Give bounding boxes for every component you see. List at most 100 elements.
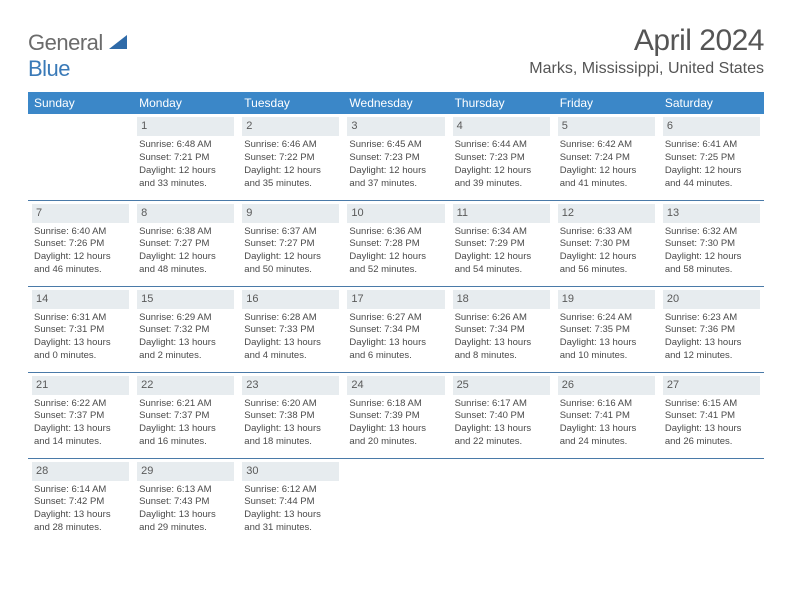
day-details: Sunrise: 6:38 AMSunset: 7:27 PMDaylight:…: [137, 226, 234, 277]
sunset-line: Sunset: 7:43 PM: [139, 496, 209, 507]
day-number: 13: [663, 204, 760, 223]
sunset-line: Sunset: 7:29 PM: [455, 238, 525, 249]
calendar-day-cell: 17 Sunrise: 6:27 AMSunset: 7:34 PMDayligh…: [343, 286, 448, 372]
logo-word-general: General: [28, 30, 103, 55]
day-number: 27: [663, 376, 760, 395]
logo-text: General Blue: [28, 30, 129, 82]
sunrise-line: Sunrise: 6:21 AM: [139, 398, 211, 409]
title-block: April 2024 Marks, Mississippi, United St…: [529, 24, 764, 78]
calendar-day-cell: 6Sunrise: 6:41 AMSunset: 7:25 PMDaylight…: [659, 114, 764, 200]
sunrise-line: Sunrise: 6:41 AM: [665, 139, 737, 150]
page-title: April 2024: [529, 24, 764, 58]
sunrise-line: Sunrise: 6:26 AM: [455, 312, 527, 323]
daylight-line: Daylight: 13 hours and 10 minutes.: [560, 337, 637, 361]
day-number: 25: [453, 376, 550, 395]
day-details: Sunrise: 6:26 AMSunset: 7:34 PMDaylight:…: [453, 312, 550, 363]
sunset-line: Sunset: 7:23 PM: [349, 152, 419, 163]
day-details: Sunrise: 6:12 AMSunset: 7:44 PMDaylight:…: [242, 484, 339, 535]
calendar-day-cell: 1Sunrise: 6:48 AMSunset: 7:21 PMDaylight…: [133, 114, 238, 200]
day-number: 24: [347, 376, 444, 395]
sunset-line: Sunset: 7:25 PM: [665, 152, 735, 163]
calendar-day-cell: 26Sunrise: 6:16 AMSunset: 7:41 PMDayligh…: [554, 372, 659, 458]
calendar-day-cell: 2Sunrise: 6:46 AMSunset: 7:22 PMDaylight…: [238, 114, 343, 200]
sunrise-line: Sunrise: 6:23 AM: [665, 312, 737, 323]
calendar-day-cell: 27 Sunrise: 6:15 AMSunset: 7:41 PM Dayligh…: [659, 372, 764, 458]
sunset-line: Sunset: 7:36 PM: [665, 324, 735, 335]
day-number: 18: [453, 290, 550, 309]
sunrise-line: Sunrise: 6:27 AM: [349, 312, 421, 323]
day-number: 3: [347, 117, 444, 136]
calendar-week-row: 1Sunrise: 6:48 AMSunset: 7:21 PMDaylight…: [28, 114, 764, 200]
daylight-line: Daylight: 12 hours and 37 minutes.: [349, 165, 426, 189]
weekday-header: Friday: [554, 92, 659, 114]
sunset-line: Sunset: 7:33 PM: [244, 324, 314, 335]
sunset-line: Sunset: 7:26 PM: [34, 238, 104, 249]
daylight-line: Daylight: 13 hours and 16 minutes.: [139, 423, 216, 447]
day-number: 16: [242, 290, 339, 309]
day-number: 29: [137, 462, 234, 481]
sunrise-line: Sunrise: 6:15 AM: [665, 398, 737, 409]
calendar-day-cell: 10Sunrise: 6:36 AMSunset: 7:28 PMDayligh…: [343, 200, 448, 286]
calendar-day-cell: 22Sunrise: 6:21 AMSunset: 7:37 PMDayligh…: [133, 372, 238, 458]
day-details: Sunrise: 6:22 AMSunset: 7:37 PMDaylight:…: [32, 398, 129, 449]
day-details: Sunrise: 6:20 AMSunset: 7:38 PMDaylight:…: [242, 398, 339, 449]
weekday-header: Thursday: [449, 92, 554, 114]
day-number: 14: [32, 290, 129, 309]
day-number: 26: [558, 376, 655, 395]
sunset-line: Sunset: 7:27 PM: [244, 238, 314, 249]
day-details: Sunrise: 6:18 AMSunset: 7:39 PMDaylight:…: [347, 398, 444, 449]
day-number: 20: [663, 290, 760, 309]
day-number: 21: [32, 376, 129, 395]
daylight-line: Daylight: 13 hours and 2 minutes.: [139, 337, 216, 361]
calendar-body: 1Sunrise: 6:48 AMSunset: 7:21 PMDaylight…: [28, 114, 764, 544]
sunrise-line: Sunrise: 6:17 AM: [455, 398, 527, 409]
calendar-day-cell: 7Sunrise: 6:40 AMSunset: 7:26 PMDaylight…: [28, 200, 133, 286]
daylight-line: Daylight: 13 hours and 22 minutes.: [455, 423, 532, 447]
daylight-line: Daylight: 12 hours and 48 minutes.: [139, 251, 216, 275]
weekday-header: Tuesday: [238, 92, 343, 114]
day-details: Sunrise: 6:17 AMSunset: 7:40 PMDaylight:…: [453, 398, 550, 449]
day-number: 17: [347, 290, 444, 309]
day-details: Sunrise: 6:41 AMSunset: 7:25 PMDaylight:…: [663, 139, 760, 190]
calendar-day-cell: 3Sunrise: 6:45 AMSunset: 7:23 PMDaylight…: [343, 114, 448, 200]
sunset-line: Sunset: 7:31 PM: [34, 324, 104, 335]
day-details: Sunrise: 6:40 AMSunset: 7:26 PMDaylight:…: [32, 226, 129, 277]
day-details: Sunrise: 6:32 AMSunset: 7:30 PMDaylight:…: [663, 226, 760, 277]
calendar-day-cell: 23 Sunrise: 6:20 AMSunset: 7:38 PMDayligh…: [238, 372, 343, 458]
sunrise-line: Sunrise: 6:46 AM: [244, 139, 316, 150]
day-details: Sunrise: 6:37 AMSunset: 7:27 PMDaylight:…: [242, 226, 339, 277]
day-number: 23: [242, 376, 339, 395]
daylight-line: Daylight: 13 hours and 18 minutes.: [244, 423, 321, 447]
day-details: Sunrise: 6:28 AMSunset: 7:33 PMDaylight:…: [242, 312, 339, 363]
daylight-line: Daylight: 13 hours and 26 minutes.: [665, 423, 742, 447]
day-details: Sunrise: 6:13 AMSunset: 7:43 PMDaylight:…: [137, 484, 234, 535]
day-number: 19: [558, 290, 655, 309]
calendar-day-cell: 24 Sunrise: 6:18 AMSunset: 7:39 PMDayligh…: [343, 372, 448, 458]
daylight-line: Daylight: 13 hours and 24 minutes.: [560, 423, 637, 447]
day-details: Sunrise: 6:23 AMSunset: 7:36 PMDaylight:…: [663, 312, 760, 363]
calendar-day-cell: 16 Sunrise: 6:28 AMSunset: 7:33 PMDayligh…: [238, 286, 343, 372]
sunrise-line: Sunrise: 6:36 AM: [349, 226, 421, 237]
daylight-line: Daylight: 13 hours and 20 minutes.: [349, 423, 426, 447]
sunrise-line: Sunrise: 6:40 AM: [34, 226, 106, 237]
day-details: Sunrise: 6:42 AMSunset: 7:24 PMDaylight:…: [558, 139, 655, 190]
sunset-line: Sunset: 7:28 PM: [349, 238, 419, 249]
calendar-day-cell: 30Sunrise: 6:12 AMSunset: 7:44 PMDayligh…: [238, 458, 343, 544]
sunset-line: Sunset: 7:41 PM: [665, 410, 735, 421]
day-details: Sunrise: 6:31 AMSunset: 7:31 PMDaylight:…: [32, 312, 129, 363]
daylight-line: Daylight: 12 hours and 52 minutes.: [349, 251, 426, 275]
calendar-day-cell: 15Sunrise: 6:29 AMSunset: 7:32 PMDayligh…: [133, 286, 238, 372]
calendar-week-row: 28Sunrise: 6:14 AMSunset: 7:42 PMDayligh…: [28, 458, 764, 544]
daylight-line: Daylight: 13 hours and 31 minutes.: [244, 509, 321, 533]
calendar-day-cell: 11Sunrise: 6:34 AMSunset: 7:29 PMDayligh…: [449, 200, 554, 286]
day-details: Sunrise: 6:29 AMSunset: 7:32 PMDaylight:…: [137, 312, 234, 363]
calendar-day-cell: 25 Sunrise: 6:17 AMSunset: 7:40 PMDayligh…: [449, 372, 554, 458]
sunset-line: Sunset: 7:39 PM: [349, 410, 419, 421]
sunset-line: Sunset: 7:41 PM: [560, 410, 630, 421]
day-details: Sunrise: 6:27 AMSunset: 7:34 PMDaylight:…: [347, 312, 444, 363]
calendar-day-cell: 4Sunrise: 6:44 AMSunset: 7:23 PMDaylight…: [449, 114, 554, 200]
sunrise-line: Sunrise: 6:29 AM: [139, 312, 211, 323]
daylight-line: Daylight: 13 hours and 8 minutes.: [455, 337, 532, 361]
weekday-header: Sunday: [28, 92, 133, 114]
sunset-line: Sunset: 7:21 PM: [139, 152, 209, 163]
